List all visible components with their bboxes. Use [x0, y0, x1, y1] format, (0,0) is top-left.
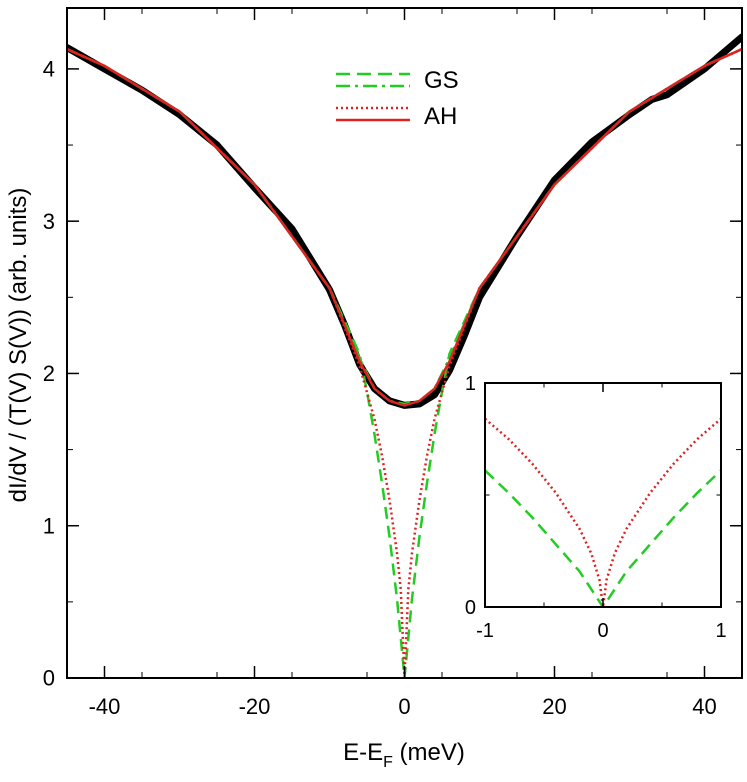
main-series-gs-dashdot — [67, 47, 742, 406]
legend-ah-label: AH — [424, 103, 457, 130]
inset-y-tick-label: 0 — [465, 597, 476, 619]
inset-curves — [485, 417, 721, 607]
main-y-tick-label: 2 — [43, 361, 55, 386]
inset-background — [485, 383, 721, 607]
legend: GS AH — [336, 67, 459, 130]
x-axis-label: E-EF (meV) — [343, 739, 465, 771]
legend-entry-ah: AH — [336, 103, 457, 130]
main-y-tick-label: 0 — [43, 666, 55, 691]
y-axis-label: dI/dV / (T(V) S(V)) (arb. units) — [5, 188, 32, 503]
main-series-ah-solid — [67, 47, 742, 407]
x-axis-label-main: E-E — [343, 739, 383, 766]
main-x-tick-label: 20 — [542, 694, 566, 719]
main-x-tick-label: -20 — [239, 694, 271, 719]
main-axis-ticks: -40 -20 0 20 40 0 1 2 3 4 — [43, 8, 743, 719]
legend-entry-gs: GS — [336, 67, 459, 94]
measured-data-line — [67, 33, 742, 409]
x-axis-label-unit: (meV) — [393, 739, 465, 766]
inset-series-gs-dash — [485, 469, 721, 607]
main-x-tick-label: 40 — [692, 694, 716, 719]
inset-plot: -1 0 101 — [465, 373, 727, 642]
main-y-tick-label: 1 — [43, 513, 55, 538]
inset-x-tick-label: 1 — [715, 620, 726, 642]
inset-x-tick-label: 0 — [597, 620, 608, 642]
inset-y-tick-label: 1 — [465, 373, 476, 395]
main-curves — [67, 33, 742, 678]
inset-axis-ticks: -1 0 101 — [465, 373, 727, 642]
main-y-tick-label: 3 — [43, 209, 55, 234]
main-y-tick-label: 4 — [43, 57, 55, 82]
main-x-tick-label: -40 — [89, 694, 121, 719]
legend-gs-label: GS — [424, 67, 459, 94]
inset-x-tick-label: -1 — [476, 620, 494, 642]
main-plot: -40 -20 0 20 40 0 1 2 3 4 E-EF (meV) dI/dV / (T(V… — [5, 7, 743, 771]
main-x-tick-label: 0 — [398, 694, 410, 719]
x-axis-label-subscript: F — [383, 754, 393, 771]
